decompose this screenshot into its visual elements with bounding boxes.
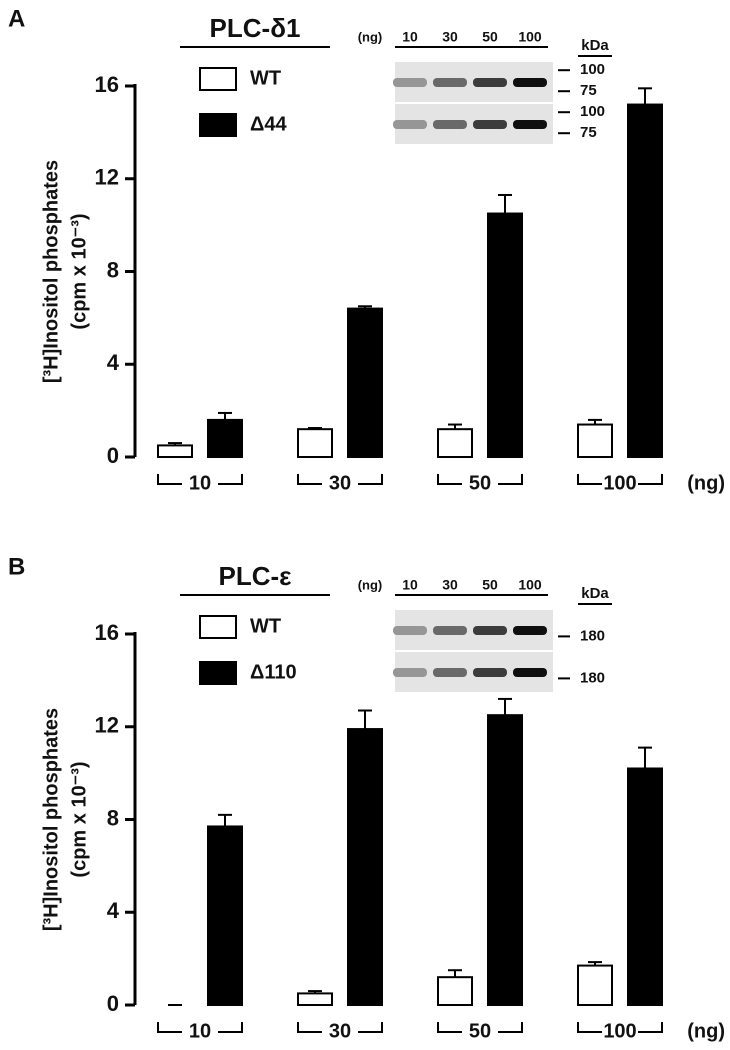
blot-band (433, 668, 467, 677)
blot-band (433, 78, 467, 87)
inset-unit: kDa (581, 37, 609, 54)
bar (437, 976, 473, 1006)
blot-band (513, 120, 547, 129)
y-tick-label: 0 (107, 443, 119, 468)
category-bracket (437, 1022, 523, 1033)
blot-band (513, 78, 547, 87)
legend-label: WT (250, 615, 281, 637)
bar (577, 423, 613, 459)
legend-swatch (199, 113, 237, 137)
inset-lane-label: 50 (482, 577, 498, 593)
inset-lane-label: 30 (442, 577, 458, 593)
blot-band (473, 120, 507, 129)
blot-band (393, 78, 427, 87)
x-tick-label: 30 (329, 1020, 351, 1042)
inset-marker: 180 (580, 627, 605, 644)
chart-title: PLC-δ1 (210, 13, 301, 43)
category-bracket (297, 474, 383, 485)
bar (627, 767, 663, 1006)
x-tick-label: 10 (189, 1020, 211, 1042)
y-tick-label: 16 (95, 72, 119, 97)
blot-band (513, 668, 547, 677)
category-bracket (157, 474, 243, 485)
x-tick-label: 10 (189, 472, 211, 494)
bar (297, 428, 333, 458)
blot-band (473, 78, 507, 87)
y-tick-label: 12 (95, 165, 119, 190)
inset-marker: 75 (580, 82, 597, 99)
category-bracket (577, 1022, 663, 1033)
y-tick-label: 16 (95, 620, 119, 645)
panel-label: B (8, 553, 25, 580)
inset-marker: 100 (580, 61, 605, 78)
inset-lane-label: 10 (402, 29, 418, 45)
y-tick-label: 0 (107, 991, 119, 1016)
bar (347, 728, 383, 1006)
inset-marker: 180 (580, 669, 605, 686)
panel: B PLC-ε 0 4 8 12 16 [³H]Inositol phosphates (cpm… (8, 553, 725, 1042)
blot-band (473, 668, 507, 677)
chart-title: PLC-ε (219, 561, 292, 591)
y-axis-label: [³H]Inositol phosphates (40, 160, 62, 383)
blot-band (473, 626, 507, 635)
blot-band (513, 626, 547, 635)
bar (157, 444, 193, 458)
y-tick-label: 8 (107, 805, 119, 830)
bar (437, 428, 473, 458)
y-tick-label: 12 (95, 713, 119, 738)
category-bracket (297, 1022, 383, 1033)
y-axis-label: (cpm x 10⁻³) (68, 761, 90, 877)
inset-lanes-label: (ng) (358, 29, 383, 44)
legend-label: WT (250, 67, 281, 89)
inset-marker: 100 (580, 103, 605, 120)
category-bracket (437, 474, 523, 485)
x-tick-label: 30 (329, 472, 351, 494)
legend-swatch (199, 661, 237, 685)
blot-band (433, 120, 467, 129)
inset-lane-label: 10 (402, 577, 418, 593)
bar (347, 307, 383, 458)
legend-label: Δ110 (250, 661, 297, 683)
blot-band (433, 626, 467, 635)
y-tick-label: 4 (107, 898, 120, 923)
inset-lane-label: 100 (518, 577, 542, 593)
bar (297, 992, 333, 1006)
x-tick-label: 50 (469, 1020, 491, 1042)
inset-lane-label: 100 (518, 29, 542, 45)
bar (207, 418, 243, 458)
y-axis-label: [³H]Inositol phosphates (40, 708, 62, 931)
x-tick-label: 100 (603, 472, 636, 494)
bar (207, 825, 243, 1006)
blot-band (393, 626, 427, 635)
inset-unit: kDa (581, 585, 609, 602)
legend-swatch (199, 615, 237, 639)
inset-lane-label: 30 (442, 29, 458, 45)
inset-lanes-label: (ng) (358, 577, 383, 592)
bar (487, 212, 523, 458)
legend-swatch (199, 67, 237, 91)
bar (627, 103, 663, 459)
bar (577, 964, 613, 1006)
panel: A PLC-δ1 0 4 8 12 16 [³H]Inositol phosphates (cp… (8, 5, 725, 494)
category-bracket (157, 1022, 243, 1033)
x-unit: (ng) (687, 472, 725, 494)
x-unit: (ng) (687, 1020, 725, 1042)
inset-marker: 75 (580, 124, 597, 141)
y-tick-label: 4 (107, 350, 120, 375)
panel-label: A (8, 5, 25, 32)
blot-band (393, 668, 427, 677)
x-tick-label: 50 (469, 472, 491, 494)
legend-label: Δ44 (250, 113, 287, 135)
bar (487, 714, 523, 1006)
y-tick-label: 8 (107, 257, 119, 282)
y-axis-label: (cpm x 10⁻³) (68, 213, 90, 329)
blot-band (393, 120, 427, 129)
category-bracket (577, 474, 663, 485)
inset-lane-label: 50 (482, 29, 498, 45)
x-tick-label: 100 (603, 1020, 636, 1042)
